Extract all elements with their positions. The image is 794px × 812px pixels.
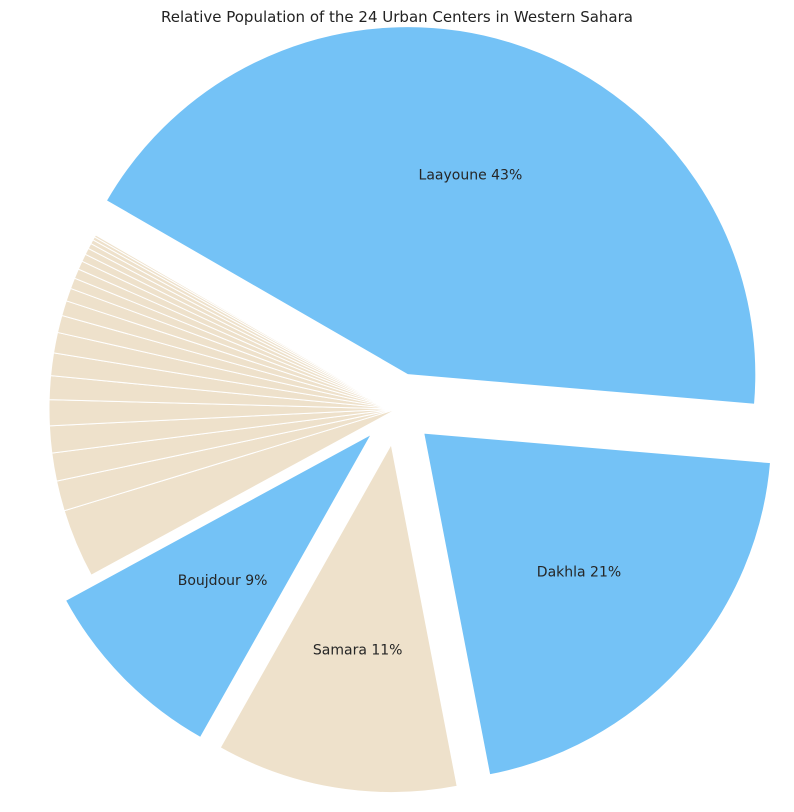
slice-label-4: Boujdour 9% (178, 573, 268, 589)
chart-title: Relative Population of the 24 Urban Cent… (160, 8, 633, 26)
pie-slice-3 (219, 443, 458, 793)
pie-slice-2 (423, 432, 772, 776)
pie-slice-4 (64, 432, 373, 739)
slice-label-1: Laayoune 43% (419, 168, 523, 184)
pie-slice-1 (105, 26, 757, 405)
slice-label-2: Dakhla 21% (537, 565, 621, 581)
pie-slice-24 (93, 234, 398, 410)
slice-label-3: Samara 11% (313, 643, 403, 659)
